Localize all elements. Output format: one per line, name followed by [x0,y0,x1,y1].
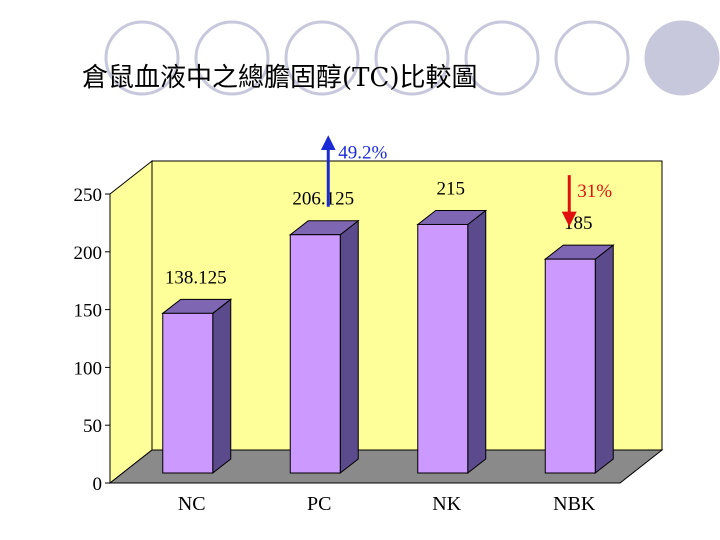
chart-plot: 0 50 100 150 200 250 NC PC NK NBK 138.125 206.125… [74,135,664,515]
bar-nc [161,298,233,475]
chart-title: 倉鼠血液中之總膽固醇(TC)比較圖 [82,63,478,93]
y-tick-label: 200 [74,243,103,264]
y-tick-label: 100 [74,358,103,379]
x-category-label: NBK [553,493,596,515]
decorative-circle [464,20,540,96]
y-tick-label: 150 [74,301,103,322]
y-tick-label: 250 [74,185,103,206]
x-category-label: NK [432,493,461,515]
y-tick-label: 50 [83,416,102,437]
x-category-label: PC [307,493,331,515]
bar-nk [416,209,488,475]
bar-front [544,258,596,474]
x-category-label: NC [178,493,206,515]
side-wall [109,159,153,485]
bar-front [162,312,214,474]
bar-side [339,219,359,475]
decorative-circle [374,20,450,96]
y-axis-ticks: 0 50 100 150 200 250 [74,185,110,495]
data-label: 138.125 [165,267,227,288]
bar-side [212,298,232,475]
bars [161,209,615,475]
data-label: 215 [437,178,466,199]
decorative-circle [194,20,270,96]
data-label: 206.125 [292,189,354,210]
x-axis-categories: NC PC NK NBK [178,493,596,515]
annotation-label: 31% [577,181,612,202]
y-tick-label: 0 [93,474,103,495]
bar-side [467,209,487,475]
bar-pc [288,219,360,475]
bar-side [594,244,614,475]
annotation-up: 49.2% [320,135,388,207]
bar-front [289,234,341,474]
decorative-circle [284,20,360,96]
decorative-circles [104,20,720,96]
annotation-down: 31% [561,175,612,227]
decorative-circle [104,20,180,96]
chart-floor [108,449,664,484]
annotations: 49.2% 31% [320,135,612,227]
decorative-circle [644,20,720,96]
annotation-label: 49.2% [338,143,387,164]
decorative-circle [554,20,630,96]
bar-front [417,223,469,474]
bar-nbk [543,244,615,475]
